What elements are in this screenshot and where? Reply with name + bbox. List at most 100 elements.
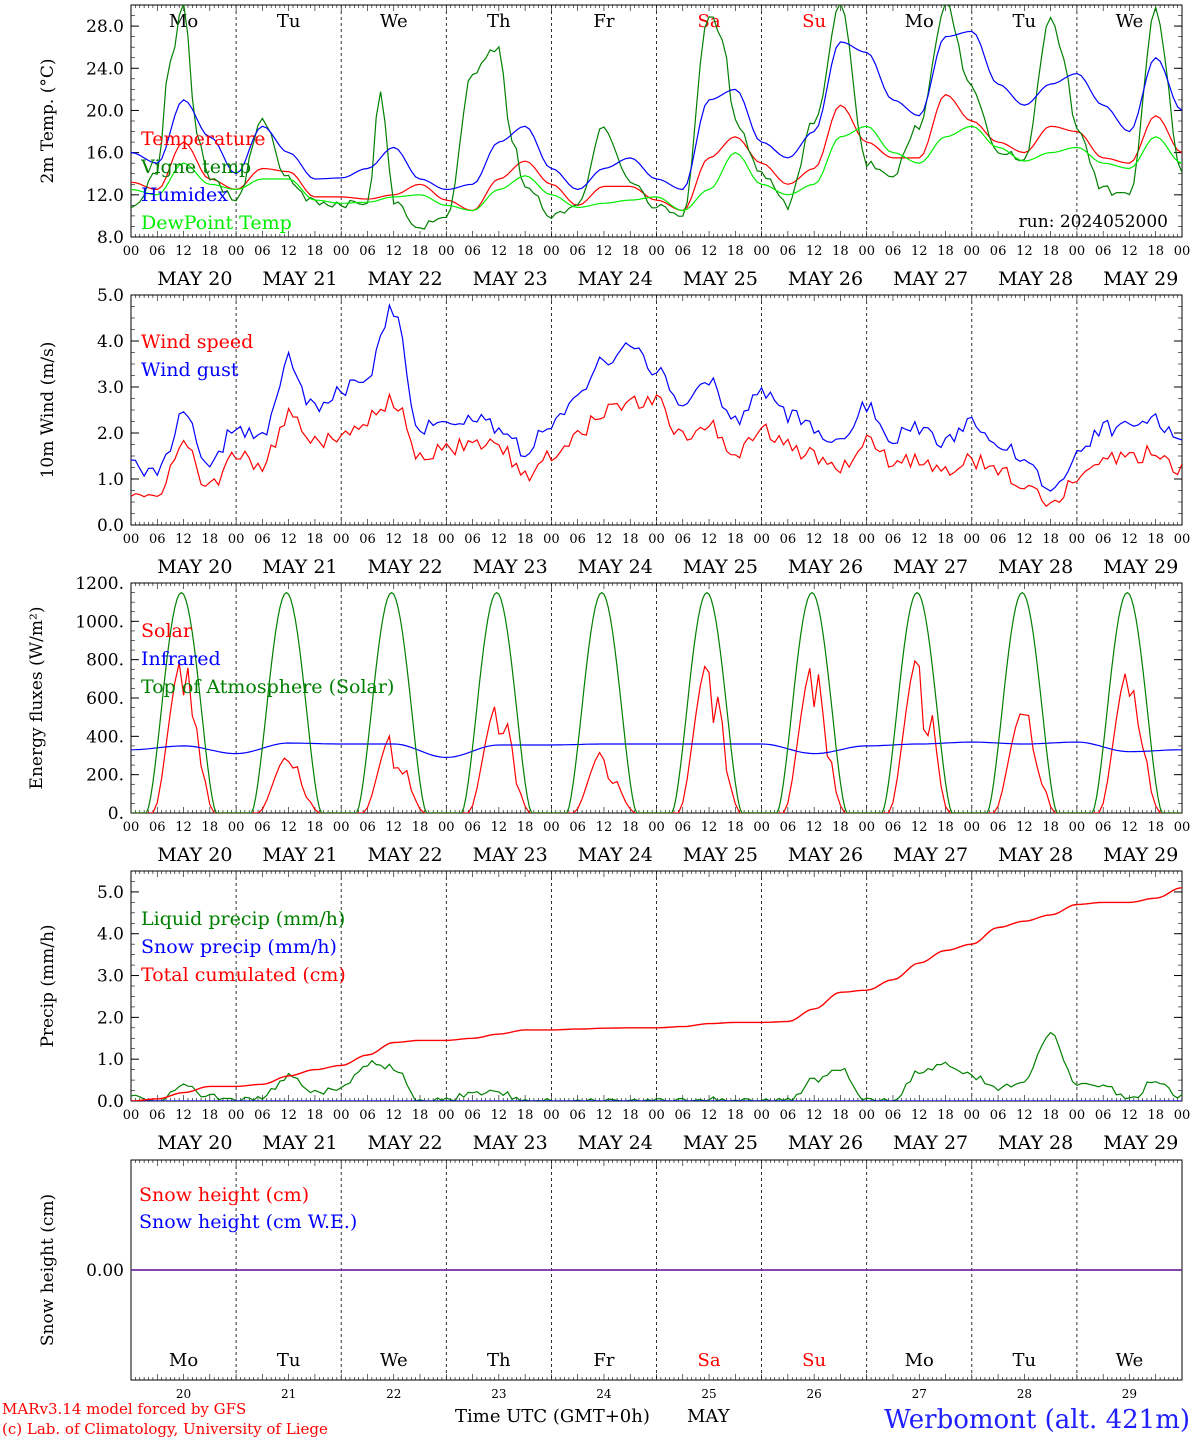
date-label: MAY 21 — [262, 268, 337, 290]
hour-label: 00 — [123, 532, 140, 547]
hour-label: 18 — [727, 244, 744, 259]
hour-label: 12 — [280, 244, 297, 259]
series-line — [131, 30, 1182, 191]
day-name: Fr — [593, 11, 614, 32]
hour-label: 18 — [622, 1108, 639, 1123]
hour-label: 06 — [885, 1108, 902, 1123]
hour-label: 06 — [254, 820, 271, 835]
hour-label: 06 — [780, 532, 797, 547]
hour-label: 12 — [911, 1108, 928, 1123]
hour-label: 00 — [858, 820, 875, 835]
hour-label: 00 — [438, 244, 455, 259]
y-tick-label: 4.0 — [97, 925, 124, 945]
hour-label: 18 — [832, 244, 849, 259]
y-tick-label: 0. — [108, 804, 124, 824]
hour-label: 00 — [648, 820, 665, 835]
date-label: MAY 23 — [473, 844, 548, 866]
hour-label: 00 — [858, 244, 875, 259]
legend-entry: Humidex — [141, 184, 228, 206]
date-label: MAY 20 — [157, 844, 232, 866]
hour-label: 18 — [1042, 244, 1059, 259]
day-name: Tu — [277, 11, 301, 32]
hour-label: 06 — [149, 1108, 166, 1123]
hour-label: 06 — [990, 820, 1007, 835]
hour-label: 18 — [1147, 1108, 1164, 1123]
hour-label: 06 — [780, 244, 797, 259]
hour-label: 12 — [596, 244, 613, 259]
footer-model-credit: MARv3.14 model forced by GFS — [2, 1400, 246, 1418]
day-name: Mo — [169, 1350, 198, 1371]
day-name: Tu — [277, 1350, 301, 1371]
hour-label: 12 — [175, 532, 192, 547]
date-label: MAY 25 — [683, 268, 758, 290]
hour-label: 18 — [1042, 532, 1059, 547]
hour-label: 18 — [202, 1108, 219, 1123]
date-label: MAY 27 — [893, 1132, 968, 1154]
hour-label: 18 — [307, 244, 324, 259]
hour-label: 12 — [1121, 244, 1138, 259]
hour-label: 18 — [307, 1108, 324, 1123]
hour-label: 12 — [385, 244, 402, 259]
hour-label: 18 — [727, 820, 744, 835]
hour-label: 12 — [385, 820, 402, 835]
hour-label: 06 — [780, 1108, 797, 1123]
hour-label: 06 — [254, 1108, 271, 1123]
date-label: MAY 26 — [788, 1132, 863, 1154]
panel-3: 0. 200. 400. 600. 800. 1000. 1200. Energy fluxe… — [27, 574, 1190, 866]
hour-label: 12 — [1121, 532, 1138, 547]
date-label: MAY 22 — [367, 844, 442, 866]
date-label: MAY 20 — [157, 268, 232, 290]
hour-label: 12 — [1016, 244, 1033, 259]
hour-label: 00 — [1069, 244, 1086, 259]
date-label: MAY 28 — [998, 556, 1073, 578]
hour-label: 00 — [228, 244, 245, 259]
hour-label: 00 — [333, 532, 350, 547]
day-name: We — [380, 1350, 408, 1371]
hour-label: 00 — [1174, 820, 1191, 835]
date-label: MAY 22 — [367, 268, 442, 290]
series-line — [131, 392, 1182, 508]
date-label: MAY 20 — [157, 556, 232, 578]
hour-label: 00 — [438, 532, 455, 547]
y-axis-label: Energy fluxes (W/m²) — [27, 607, 47, 790]
hour-label: 00 — [228, 1108, 245, 1123]
legend-entry: Snow height (cm) — [139, 1184, 309, 1206]
legend-entry: Total cumulated (cm) — [141, 964, 346, 986]
date-label: MAY 23 — [473, 556, 548, 578]
hour-label: 18 — [622, 820, 639, 835]
day-name: Sa — [698, 1350, 721, 1371]
y-tick-label: 5.0 — [97, 286, 124, 306]
day-name: We — [1116, 1350, 1144, 1371]
y-axis-label: Precip (mm/h) — [38, 924, 58, 1047]
date-label: MAY 26 — [788, 556, 863, 578]
hour-label: 12 — [491, 820, 508, 835]
y-tick-label: 3.0 — [97, 967, 124, 987]
day-name: Mo — [169, 11, 198, 32]
date-label: MAY 25 — [683, 844, 758, 866]
day-name: Tu — [1013, 1350, 1037, 1371]
hour-label: 18 — [832, 820, 849, 835]
y-tick-label: 3.0 — [97, 378, 124, 398]
y-tick-label: 800. — [86, 651, 124, 671]
hour-label: 18 — [622, 244, 639, 259]
run-annotation: run: 2024052000 — [1019, 212, 1168, 232]
hour-label: 18 — [202, 532, 219, 547]
hour-label: 00 — [543, 244, 560, 259]
y-tick-label: 2.0 — [97, 424, 124, 444]
y-tick-label: 400. — [86, 727, 124, 747]
hour-label: 06 — [149, 820, 166, 835]
date-label: MAY 27 — [893, 268, 968, 290]
panel-1: 8.0 12.0 16.0 20.0 24.0 28.0 2m Temp. (°C) Mo Tu… — [38, 4, 1190, 290]
day-name: We — [380, 11, 408, 32]
hour-label: 00 — [753, 1108, 770, 1123]
hour-label: 18 — [727, 1108, 744, 1123]
y-tick-label: 0.00 — [86, 1261, 124, 1281]
hour-label: 06 — [464, 532, 481, 547]
hour-label: 12 — [596, 820, 613, 835]
y-tick-label: 8.0 — [97, 228, 124, 248]
hour-label: 12 — [175, 244, 192, 259]
hour-label: 00 — [753, 532, 770, 547]
hour-label: 12 — [596, 1108, 613, 1123]
hour-label: 06 — [675, 532, 692, 547]
hour-label: 00 — [858, 1108, 875, 1123]
